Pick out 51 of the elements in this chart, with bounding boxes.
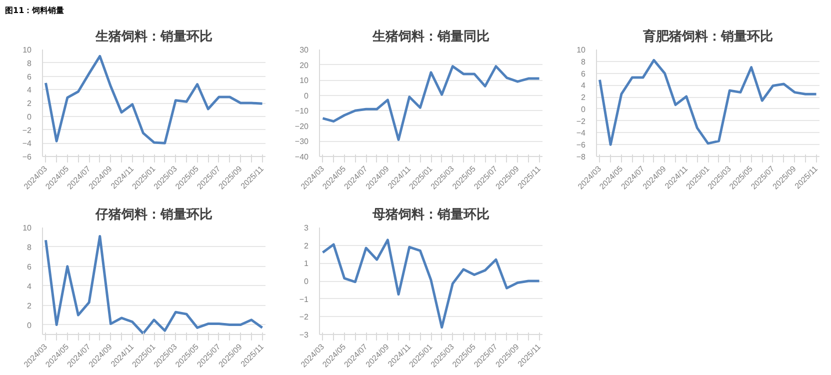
- y-tick-label: 3: [304, 224, 310, 232]
- y-tick-label: 0: [27, 112, 32, 122]
- line-series: [598, 58, 818, 146]
- y-tick-label: 2: [581, 93, 586, 102]
- y-tick-label: 8: [27, 58, 32, 68]
- y-tick-label: −20: [294, 122, 310, 131]
- y-tick-label: 4: [581, 81, 586, 90]
- y-tick-label: 6: [27, 72, 32, 82]
- chart-title: 母猪饲料：销量环比: [372, 208, 490, 222]
- line-series: [322, 238, 540, 329]
- y-tick-label: 10: [22, 224, 32, 232]
- y-tick-label: 30: [300, 46, 310, 54]
- y-tick-label: 4: [27, 282, 32, 291]
- caption: 图11：饲料销量: [5, 5, 64, 16]
- y-tick-label: −3: [299, 330, 310, 340]
- chart-title: 生猪饲料：销量环比: [94, 30, 212, 44]
- line-series: [322, 65, 540, 141]
- y-tick-label: 0: [581, 104, 586, 114]
- y-tick-label: −1: [299, 294, 310, 304]
- y-tick-label: 8: [581, 57, 586, 66]
- y-tick-label: −8: [576, 152, 586, 162]
- y-tick-label: −4: [22, 139, 32, 148]
- y-tick-label: −2: [299, 312, 310, 322]
- y-tick-label: −10: [294, 106, 310, 116]
- line-series: [44, 54, 264, 144]
- y-tick-label: 6: [27, 262, 32, 272]
- chart-title: 仔猪饲料：销量环比: [94, 208, 212, 222]
- y-tick-label: 2: [27, 301, 32, 310]
- y-tick-label: −4: [576, 128, 586, 138]
- chart-title: 生猪饲料：销量同比: [372, 30, 490, 44]
- y-tick-label: 0: [27, 320, 32, 330]
- y-tick-label: 0: [304, 91, 310, 100]
- y-tick-label: 8: [27, 242, 32, 252]
- y-tick-label: −6: [576, 140, 586, 150]
- y-tick-label: 2: [27, 99, 32, 108]
- y-tick-label: 0: [304, 277, 310, 286]
- y-tick-label: −2: [576, 116, 586, 126]
- line-series: [44, 235, 264, 334]
- y-tick-label: 2: [304, 241, 310, 250]
- y-tick-label: 4: [27, 86, 32, 95]
- y-tick-label: −6: [22, 152, 32, 162]
- y-tick-label: 6: [581, 69, 586, 78]
- chart-title: 育肥猪饲料：销量环比: [642, 28, 773, 44]
- y-tick-label: 1: [304, 259, 310, 268]
- y-tick-label: 10: [22, 46, 32, 54]
- y-tick-label: −30: [294, 137, 310, 146]
- y-tick-label: −2: [22, 126, 32, 135]
- y-tick-label: 10: [576, 46, 586, 54]
- y-tick-label: 20: [300, 60, 310, 70]
- y-tick-label: −40: [294, 152, 310, 162]
- y-tick-label: 10: [300, 76, 310, 86]
